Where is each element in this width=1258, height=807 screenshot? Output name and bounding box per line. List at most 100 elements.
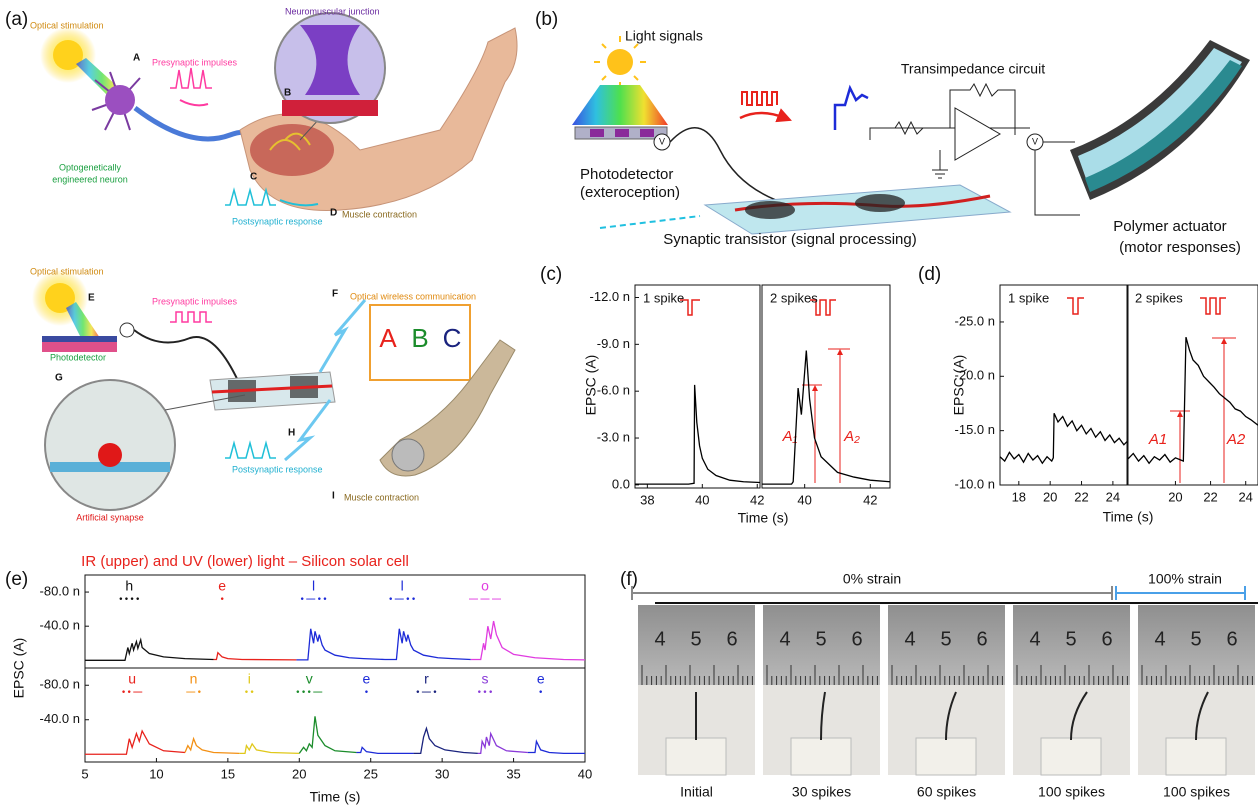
label: H xyxy=(288,428,295,439)
plot-frame xyxy=(85,668,585,762)
robot-joint xyxy=(392,439,424,471)
x-tick-label: 20 xyxy=(1168,489,1182,504)
label: A xyxy=(379,323,397,353)
data-line xyxy=(296,629,385,660)
photo: 456 xyxy=(1138,605,1255,775)
arrow xyxy=(180,100,208,105)
neuron-soma xyxy=(105,85,135,115)
x-tick-label: 5 xyxy=(81,766,88,781)
data-line xyxy=(1000,413,1127,463)
label: B xyxy=(411,323,428,353)
page-body: (a) (b) (c) (d) (e) (f) Optical stimulat… xyxy=(0,0,1258,807)
annotation: 2 spikes xyxy=(770,290,818,305)
y-tick-label: -80.0 n xyxy=(40,677,80,692)
label: Photodetector xyxy=(50,352,106,362)
ruler-number: 4 xyxy=(779,628,790,650)
letter-label: u xyxy=(128,671,136,687)
letter-label: e xyxy=(537,671,545,687)
strain-label: 0% strain xyxy=(843,571,901,587)
x-axis-label: Time (s) xyxy=(1103,509,1154,525)
x-tick-label: 30 xyxy=(435,766,449,781)
annotation: 1 spike xyxy=(1008,290,1049,305)
label: Postsynaptic response xyxy=(232,216,323,226)
letter-label: v xyxy=(306,671,313,687)
chart-panel xyxy=(1128,285,1258,485)
label: Presynaptic impulses xyxy=(152,296,238,306)
response-icon xyxy=(225,443,276,458)
pixel xyxy=(615,129,629,137)
ruler-number: 6 xyxy=(851,628,862,650)
ion xyxy=(98,443,122,467)
muscle xyxy=(250,124,334,176)
y-tick-label: -12.0 n xyxy=(590,289,630,304)
annotation: A2 xyxy=(1226,431,1246,448)
ruler-number: 6 xyxy=(726,628,737,650)
letter-label: h xyxy=(125,578,133,594)
photodetector-layer xyxy=(42,336,117,342)
label: C xyxy=(443,323,462,353)
data-line xyxy=(214,653,297,660)
panel-label: (c) xyxy=(540,264,562,285)
sun xyxy=(607,49,633,75)
panel-label: (f) xyxy=(620,569,638,590)
wire xyxy=(670,128,790,205)
panel-label: (b) xyxy=(535,9,558,30)
x-tick-label: 20 xyxy=(1043,489,1057,504)
x-tick-label: 40 xyxy=(578,766,592,781)
label: Muscle contraction xyxy=(344,492,419,502)
panel-a-artificial: Optical stimulation E Presynaptic impuls… xyxy=(30,266,515,522)
label: Optogenetically xyxy=(59,162,122,172)
strain-bracket xyxy=(1116,586,1245,600)
holder xyxy=(916,738,976,775)
plot-frame xyxy=(635,285,760,488)
x-tick-label: 22 xyxy=(1074,489,1088,504)
actuator-body xyxy=(1078,48,1242,190)
code-label: • • • xyxy=(478,686,492,696)
ruler-number: 4 xyxy=(654,628,665,650)
impulse-icon xyxy=(170,68,212,88)
letter-label: o xyxy=(481,578,489,594)
chart-title: IR (upper) and UV (lower) light – Silico… xyxy=(81,553,409,570)
label: Photodetector xyxy=(580,166,673,183)
pulse-icon xyxy=(742,92,777,105)
code-label: • xyxy=(365,686,368,696)
photo: 456 xyxy=(1013,605,1130,775)
data-line xyxy=(528,741,585,753)
op-amp xyxy=(955,108,1000,160)
strain-bracket xyxy=(632,586,1112,600)
figure: (a) (b) (c) (d) (e) (f) Optical stimulat… xyxy=(0,0,1258,807)
page: Artificial sensory-motor synapse figure … xyxy=(0,0,1258,807)
label: Artificial synapse xyxy=(76,512,144,522)
electrode xyxy=(855,194,905,212)
label: (exteroception) xyxy=(580,184,680,201)
holder xyxy=(1166,738,1226,775)
ruler-number: 5 xyxy=(1065,628,1076,650)
label: Synaptic transistor (signal processing) xyxy=(663,231,916,248)
arrow xyxy=(740,113,785,118)
holder xyxy=(666,738,726,775)
code-label: • • xyxy=(245,686,254,696)
data-line xyxy=(239,744,299,753)
ruler-number: 6 xyxy=(976,628,987,650)
dashed-arrow xyxy=(600,216,700,228)
ruler-number: 5 xyxy=(690,628,701,650)
annotation: 2 spikes xyxy=(1135,290,1183,305)
y-tick-label: -25.0 n xyxy=(955,313,995,328)
label: A xyxy=(133,53,140,64)
pulse-icon xyxy=(1067,298,1084,314)
ruler-number: 5 xyxy=(1190,628,1201,650)
ruler-number: 5 xyxy=(815,628,826,650)
y-tick-label: -15.0 n xyxy=(955,422,995,437)
ruler-number: 6 xyxy=(1101,628,1112,650)
label: V xyxy=(1032,136,1038,146)
code-label: — • xyxy=(186,686,201,696)
chart-panel xyxy=(85,668,585,762)
code-label: • xyxy=(539,686,542,696)
code-label: — — — xyxy=(469,593,501,603)
code-label: • — • • xyxy=(301,593,327,603)
data-line xyxy=(185,739,239,754)
y-axis-label: EPSC (A) xyxy=(583,355,599,416)
data-line xyxy=(299,716,356,753)
panel-a-illustration: Optical stimulation A Presynaptic impuls… xyxy=(30,6,517,226)
photo-caption: 30 spikes xyxy=(792,784,851,800)
